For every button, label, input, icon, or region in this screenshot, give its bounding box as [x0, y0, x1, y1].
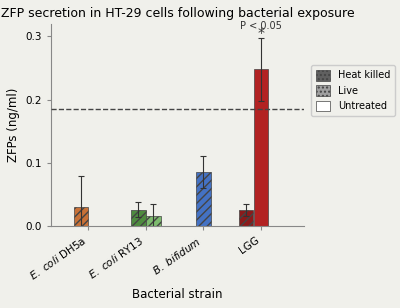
Title: ZFP secretion in HT-29 cells following bacterial exposure: ZFP secretion in HT-29 cells following b…	[1, 7, 354, 20]
X-axis label: Bacterial strain: Bacterial strain	[132, 288, 223, 301]
Bar	[146, 216, 160, 226]
Text: P < 0.05: P < 0.05	[240, 22, 282, 31]
Text: *: *	[257, 26, 264, 40]
Bar	[239, 210, 253, 226]
Legend: Heat killed, Live, Untreated: Heat killed, Live, Untreated	[311, 65, 395, 116]
Y-axis label: ZFPs (ng/ml): ZFPs (ng/ml)	[7, 87, 20, 162]
Bar	[196, 172, 210, 226]
Bar	[131, 210, 146, 226]
Bar	[74, 207, 88, 226]
Bar	[254, 69, 268, 226]
